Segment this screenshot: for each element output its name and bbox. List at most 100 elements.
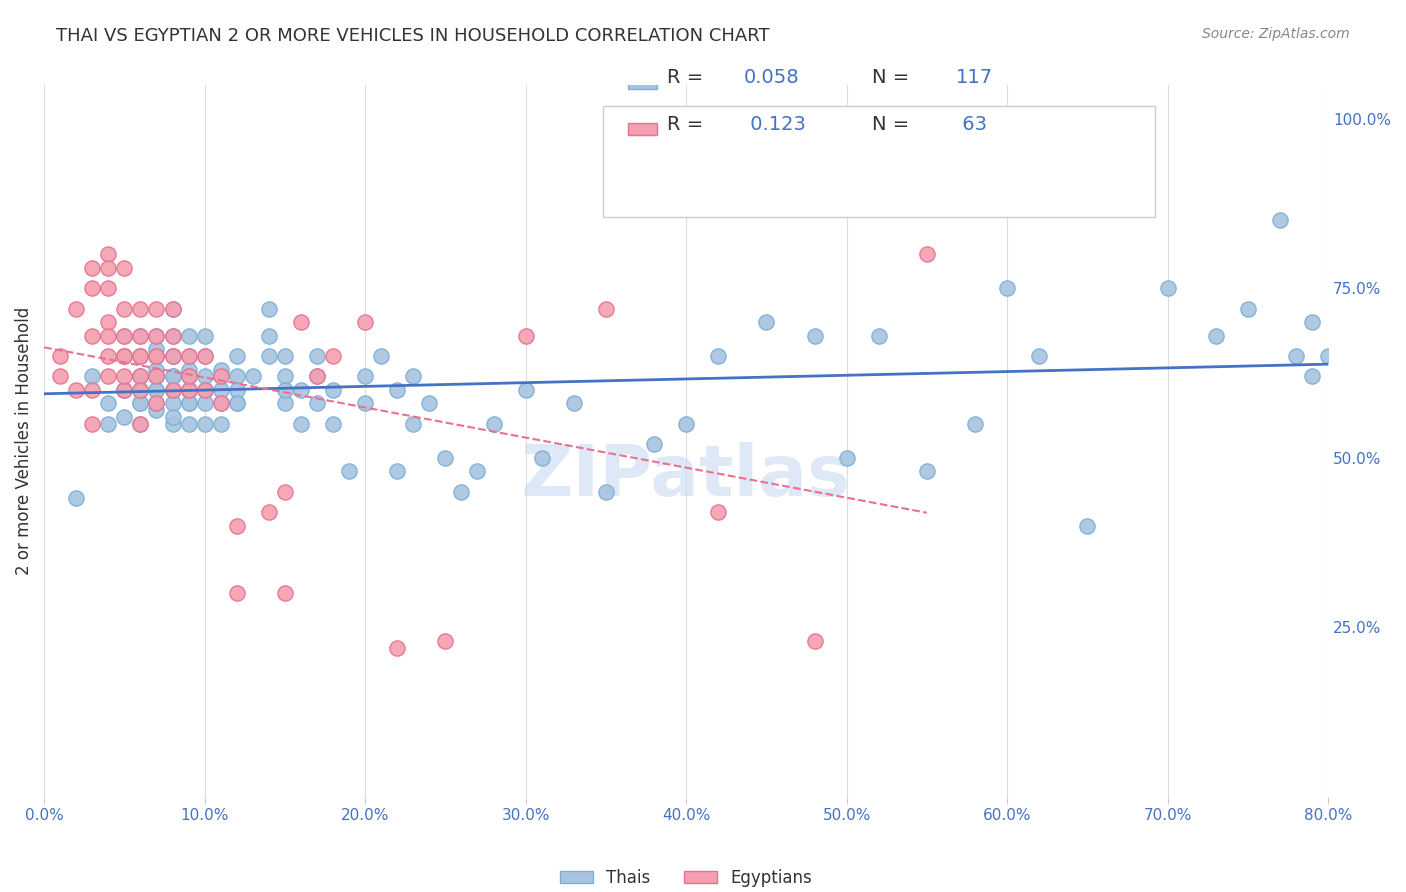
Text: 0.058: 0.058 <box>744 69 800 87</box>
Point <box>65 383 87 397</box>
Point <box>1301 369 1323 384</box>
Point <box>97 396 120 410</box>
Point <box>225 518 247 533</box>
Point <box>129 328 152 343</box>
Point <box>162 301 184 316</box>
Point <box>162 396 184 410</box>
Point <box>257 301 280 316</box>
Point <box>354 369 377 384</box>
Point <box>274 586 297 600</box>
Point <box>402 369 425 384</box>
Point <box>145 349 167 363</box>
Point <box>82 328 104 343</box>
Text: 0.123: 0.123 <box>744 114 806 134</box>
Point <box>290 417 312 431</box>
Point <box>803 328 825 343</box>
Point <box>97 369 120 384</box>
Text: R =: R = <box>666 114 710 134</box>
Point <box>145 369 167 384</box>
Text: 117: 117 <box>956 69 993 87</box>
Point <box>177 396 200 410</box>
Point <box>177 362 200 376</box>
Point <box>370 349 392 363</box>
Point <box>145 349 167 363</box>
Point <box>707 349 730 363</box>
Point <box>177 369 200 384</box>
Point <box>129 349 152 363</box>
Point <box>209 369 232 384</box>
Point <box>65 491 87 506</box>
Point <box>177 396 200 410</box>
Point <box>145 301 167 316</box>
Point <box>129 301 152 316</box>
Point <box>194 349 217 363</box>
Point <box>595 301 617 316</box>
Point <box>112 349 135 363</box>
Point <box>97 247 120 261</box>
Point <box>112 301 135 316</box>
Point <box>387 640 409 655</box>
Point <box>225 369 247 384</box>
Point <box>145 396 167 410</box>
Point <box>162 410 184 425</box>
Point <box>162 301 184 316</box>
Point <box>112 383 135 397</box>
Point <box>707 505 730 519</box>
Point <box>1076 518 1098 533</box>
Point <box>112 349 135 363</box>
Point <box>1268 213 1291 227</box>
Point <box>209 369 232 384</box>
Text: THAI VS EGYPTIAN 2 OR MORE VEHICLES IN HOUSEHOLD CORRELATION CHART: THAI VS EGYPTIAN 2 OR MORE VEHICLES IN H… <box>56 27 770 45</box>
Point <box>112 328 135 343</box>
Point <box>82 417 104 431</box>
Point <box>194 369 217 384</box>
Point <box>112 260 135 275</box>
Point <box>145 362 167 376</box>
Point <box>82 383 104 397</box>
Point <box>482 417 505 431</box>
Point <box>162 328 184 343</box>
Point <box>387 383 409 397</box>
Point <box>162 417 184 431</box>
FancyBboxPatch shape <box>603 106 1154 217</box>
Point <box>129 417 152 431</box>
Point <box>145 328 167 343</box>
Text: R =: R = <box>666 69 710 87</box>
Point <box>274 484 297 499</box>
Point <box>162 349 184 363</box>
Point <box>1237 301 1260 316</box>
Point <box>209 396 232 410</box>
Point <box>450 484 472 499</box>
Point <box>162 328 184 343</box>
Point <box>209 417 232 431</box>
Point <box>1156 281 1178 295</box>
Text: ZIPatlas: ZIPatlas <box>522 442 851 511</box>
Point <box>112 349 135 363</box>
Point <box>194 417 217 431</box>
Point <box>675 417 697 431</box>
Point <box>434 633 457 648</box>
Point <box>129 417 152 431</box>
Point <box>97 349 120 363</box>
Point <box>963 417 986 431</box>
Point <box>194 383 217 397</box>
Point <box>274 396 297 410</box>
Point <box>467 464 489 478</box>
Point <box>643 437 665 451</box>
Point <box>49 369 72 384</box>
Point <box>129 349 152 363</box>
Point <box>145 383 167 397</box>
Point <box>337 464 360 478</box>
Point <box>209 362 232 376</box>
Text: Source: ZipAtlas.com: Source: ZipAtlas.com <box>1202 27 1350 41</box>
Point <box>868 328 890 343</box>
Point <box>97 417 120 431</box>
Point <box>515 328 537 343</box>
Point <box>194 383 217 397</box>
Point <box>225 586 247 600</box>
Point <box>177 417 200 431</box>
Point <box>162 383 184 397</box>
Point <box>418 396 440 410</box>
Point <box>1317 349 1340 363</box>
Point <box>194 328 217 343</box>
